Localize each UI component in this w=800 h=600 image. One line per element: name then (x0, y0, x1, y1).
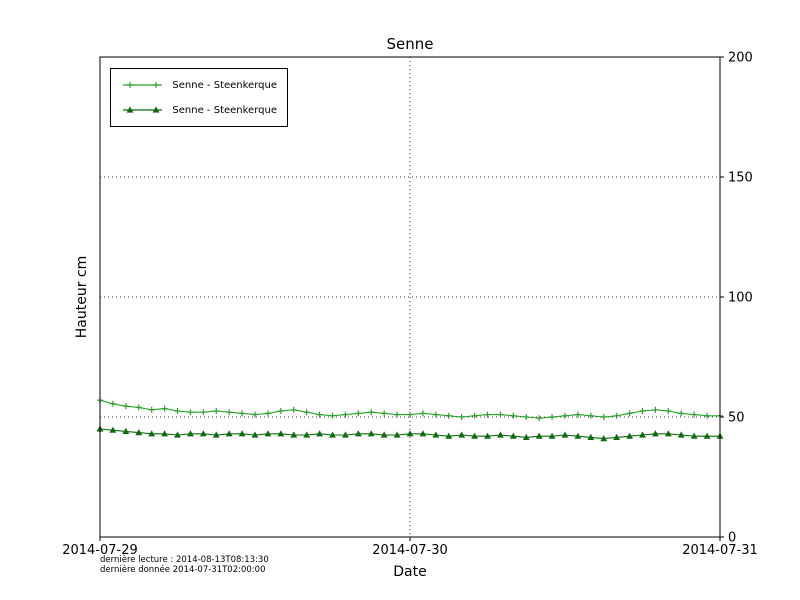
x-tick-label: 2014-07-29 (62, 543, 138, 558)
line-plus-marker-sample-icon (123, 82, 163, 88)
footnote-last-reading: dernière lecture : 2014-08-13T08:13:30 (100, 555, 269, 565)
legend-label: Senne - Steenkerque (172, 104, 277, 116)
x-tick-label: 2014-07-30 (372, 543, 448, 558)
legend-item: Senne - Steenkerque (121, 78, 277, 92)
chart-legend: Senne - Steenkerque Senne - Steenkerque (110, 68, 288, 127)
y-tick-label: 50 (728, 411, 745, 426)
y-tick-label: 100 (728, 291, 753, 306)
legend-item: Senne - Steenkerque (121, 103, 277, 117)
line-triangle-marker-sample-icon (123, 106, 163, 113)
y-tick-label: 0 (728, 531, 736, 546)
y-tick-label: 150 (728, 171, 753, 186)
y-tick-label: 200 (728, 51, 753, 66)
legend-label: Senne - Steenkerque (172, 79, 277, 91)
x-axis-label: Date (393, 564, 427, 580)
plot-frame (99, 56, 721, 538)
x-tick-label: 2014-07-31 (682, 543, 758, 558)
footnote-last-data: dernière donnée 2014-07-31T02:00:00 (100, 565, 266, 576)
y-axis-label: Hauteur cm (74, 255, 90, 339)
chart-title: Senne (386, 35, 434, 53)
chart-footnotes: dernière lecture : 2014-08-13T08:13:30 d… (100, 555, 269, 575)
